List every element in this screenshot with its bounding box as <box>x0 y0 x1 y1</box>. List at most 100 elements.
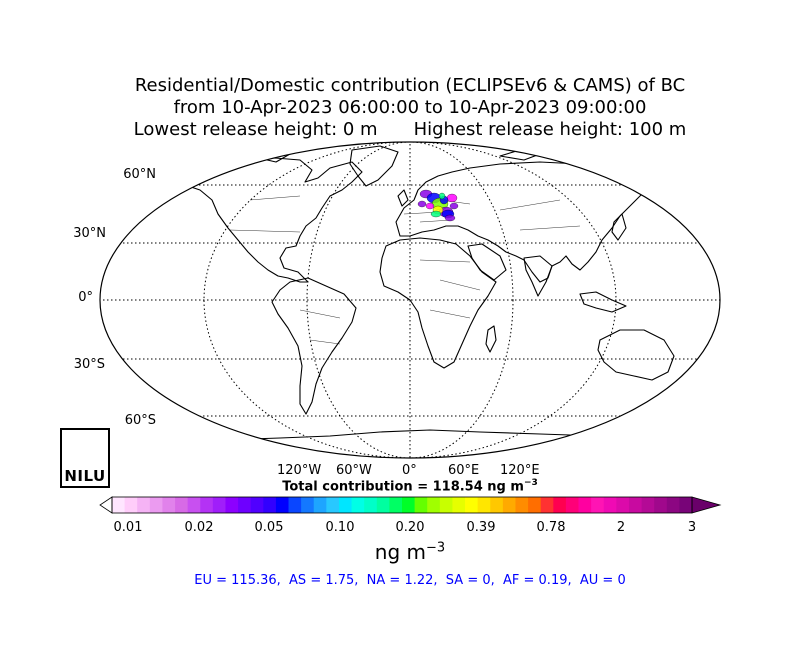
plume-cell <box>425 202 435 210</box>
colorbar-swatch <box>490 497 504 513</box>
british-isles-outline <box>397 189 409 207</box>
colorbar-swatch <box>578 497 592 513</box>
plume-cell <box>446 193 458 203</box>
south-america-outline <box>271 277 357 415</box>
colorbar-swatch <box>452 497 466 513</box>
country-borders <box>229 195 581 345</box>
title-line-2: from 10-Apr-2023 06:00:00 to 10-Apr-2023… <box>173 97 647 118</box>
colorbar-swatch <box>162 497 176 513</box>
lon-label-120w: 120°W <box>277 463 322 478</box>
plume-cell <box>430 210 442 218</box>
lon-label-0: 0° <box>402 463 417 478</box>
map-boundary <box>99 141 721 459</box>
colorbar-swatch <box>654 497 668 513</box>
colorbar-tick: 2 <box>616 520 626 535</box>
colorbar-tick: 0.10 <box>325 520 355 535</box>
lat-label-60s: 60°S <box>124 413 156 428</box>
plume-cell <box>438 192 446 200</box>
australia-outline <box>597 329 675 381</box>
plume-cell <box>444 214 456 222</box>
colorbar-swatch <box>376 497 390 513</box>
colorbar-swatch <box>112 497 126 513</box>
colorbar-swatch <box>477 497 491 513</box>
title-line-3: Lowest release height: 0 m Highest releas… <box>0 119 800 141</box>
colorbar-swatch <box>465 497 479 513</box>
highest-release-height: Highest release height: 100 m <box>413 119 687 140</box>
colorbar-unit: ng m−3 <box>374 540 446 564</box>
colorbar-swatch <box>439 497 453 513</box>
region-contributions: EU = 115.36, AS = 1.75, NA = 1.22, SA = … <box>194 573 626 588</box>
total-contribution: Total contribution = 118.54 ng m−3 <box>282 478 538 495</box>
colorbar-swatch <box>149 497 163 513</box>
colorbar-tick: 3 <box>687 520 697 535</box>
lat-label-60n: 60°N <box>123 167 156 182</box>
nilu-logo-text: NILU <box>64 467 106 485</box>
colorbar-swatch <box>666 497 680 513</box>
colorbar-swatch <box>565 497 579 513</box>
africa-outline <box>379 237 497 369</box>
colorbar-swatch <box>515 497 529 513</box>
colorbar-swatch <box>225 497 239 513</box>
arabia-outline <box>467 243 507 281</box>
colorbar-swatch <box>679 497 693 513</box>
colorbar-swatch <box>402 497 416 513</box>
colorbar-tick: 0.39 <box>466 520 496 535</box>
antarctica-outline <box>159 429 701 458</box>
colorbar-over-arrow <box>691 496 722 514</box>
lon-label-120e: 120°E <box>500 463 540 478</box>
plume-cell <box>449 202 459 210</box>
lon-label-60e: 60°E <box>448 463 480 478</box>
colorbar-swatch <box>414 497 428 513</box>
colorbar-swatch <box>427 497 441 513</box>
colorbar-swatch <box>616 497 630 513</box>
colorbar-swatch <box>200 497 214 513</box>
lat-label-30s: 30°S <box>73 357 105 372</box>
colorbar-swatch <box>553 497 567 513</box>
colorbar-under-arrow <box>99 496 113 514</box>
colorbar-swatch <box>275 497 289 513</box>
greenland-outline <box>349 145 399 187</box>
colorbar-tick: 0.20 <box>395 520 425 535</box>
colorbar-swatch <box>250 497 264 513</box>
eurasia-outline <box>395 161 651 283</box>
india-outline <box>523 255 553 297</box>
colorbar-swatch <box>628 497 642 513</box>
colorbar-tick: 0.02 <box>184 520 214 535</box>
colorbar-frame <box>111 496 693 514</box>
colorbar-swatch <box>389 497 403 513</box>
colorbar-swatch <box>175 497 189 513</box>
colorbar-swatch <box>137 497 151 513</box>
colorbar-swatch <box>187 497 201 513</box>
nilu-logo: NILU <box>60 428 110 488</box>
plume-cell <box>417 200 427 208</box>
colorbar-swatch <box>263 497 277 513</box>
colorbar-tick: 0.78 <box>536 520 566 535</box>
concentration-plume <box>417 189 459 222</box>
colorbar-swatch <box>212 497 226 513</box>
colorbar-swatch <box>338 497 352 513</box>
new-zealand-outline <box>687 375 701 401</box>
colorbar-swatch <box>540 497 554 513</box>
colorbar-swatch <box>238 497 252 513</box>
colorbar-swatch <box>351 497 365 513</box>
japan-outline <box>611 213 627 241</box>
colorbar-swatch <box>591 497 605 513</box>
colorbar-swatch <box>301 497 315 513</box>
north-america-outline <box>177 157 363 283</box>
colorbar-swatch <box>124 497 138 513</box>
colorbar-swatch <box>528 497 542 513</box>
colorbar-tick: 0.05 <box>254 520 284 535</box>
madagascar-outline <box>485 325 497 353</box>
colorbar <box>99 496 722 514</box>
colorbar-swatch <box>364 497 378 513</box>
lon-label-60w: 60°W <box>336 463 372 478</box>
colorbar-swatch <box>641 497 655 513</box>
colorbar-swatch <box>603 497 617 513</box>
lowest-release-height: Lowest release height: 0 m <box>133 119 378 140</box>
colorbar-swatch <box>313 497 327 513</box>
lat-label-30n: 30°N <box>73 226 106 241</box>
colorbar-tick: 0.01 <box>113 520 143 535</box>
colorbar-swatch <box>288 497 302 513</box>
title-line-1: Residential/Domestic contribution (ECLIP… <box>134 75 686 96</box>
